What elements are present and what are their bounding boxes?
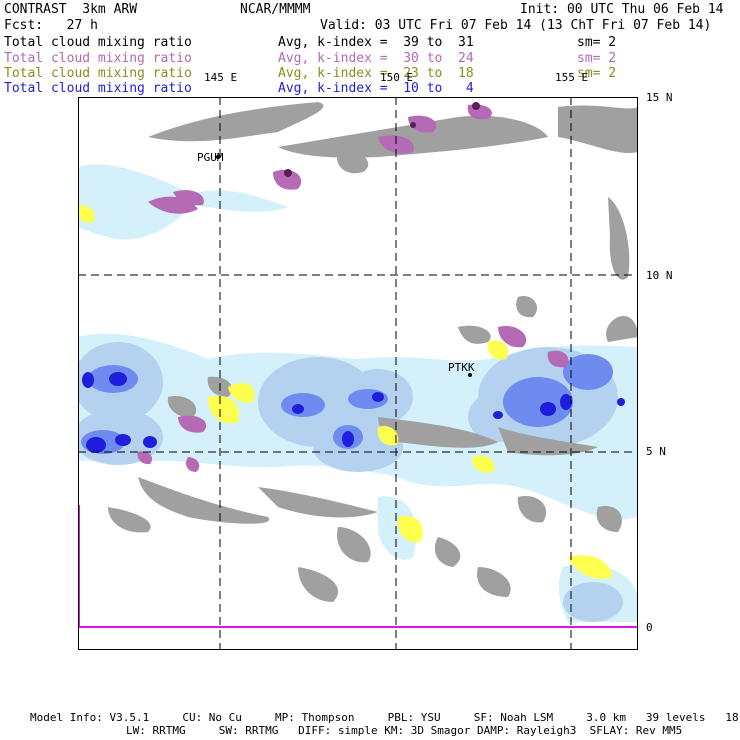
cloud-field-map [78,97,638,650]
lat-label-equator: 0 [646,621,653,634]
legend-field-2: Total cloud mixing ratio [4,51,192,66]
lon-label-155e: 155 E [555,71,589,84]
purple-cloud-cores [284,102,480,177]
lat-lon-grid [78,97,638,650]
lat-label-10n: 10 N [646,269,673,282]
legend-sm-3: sm= 2 [577,66,617,81]
institution: NCAR/MMMM [240,2,311,17]
map-panel [78,97,638,650]
model-info-line-1: Model Info: V3.5.1 CU: No Cu MP: Thompso… [30,711,740,724]
model-name: CONTRAST 3km ARW [4,2,138,17]
lat-label-5n: 5 N [646,445,666,458]
legend-sm-2: sm= 2 [577,51,617,66]
legend-field-1: Total cloud mixing ratio [4,35,192,50]
station-label-pgum: PGUM [197,151,224,164]
forecast-hour: Fcst: 27 h [4,18,98,33]
map-border [78,97,638,650]
lat-label-15n: 15 N [646,91,673,104]
station-pgum-marker [216,155,220,159]
legend-avg-3: Avg, k-index = 23 to 18 [278,66,474,81]
legend-avg-4: Avg, k-index = 10 to 4 [278,81,474,96]
pink-cloud-areas [137,104,569,472]
lon-label-150e: 150 E [380,71,414,84]
valid-time: Valid: 03 UTC Fri 07 Feb 14 (13 ChT Fri … [320,18,712,33]
legend-field-3: Total cloud mixing ratio [4,66,192,81]
init-time: Init: 00 UTC Thu 06 Feb 14 [520,2,724,17]
station-markers [216,155,472,377]
gray-cloud-areas [108,102,638,602]
model-info-line-2: LW: RRTMG SW: RRTMG DIFF: simple KM: 3D … [126,724,683,737]
station-ptkk-marker [468,373,472,377]
dark-blue-cloud-cores [82,372,625,453]
legend-avg-1: Avg, k-index = 39 to 31 [278,35,474,50]
yellow-cloud-areas [78,205,613,579]
legend-sm-1: sm= 2 [577,35,617,50]
lon-label-145e: 145 E [204,71,238,84]
legend-field-4: Total cloud mixing ratio [4,81,192,96]
legend-avg-2: Avg, k-index = 30 to 24 [278,51,474,66]
station-label-ptkk: PTKK [448,361,475,374]
